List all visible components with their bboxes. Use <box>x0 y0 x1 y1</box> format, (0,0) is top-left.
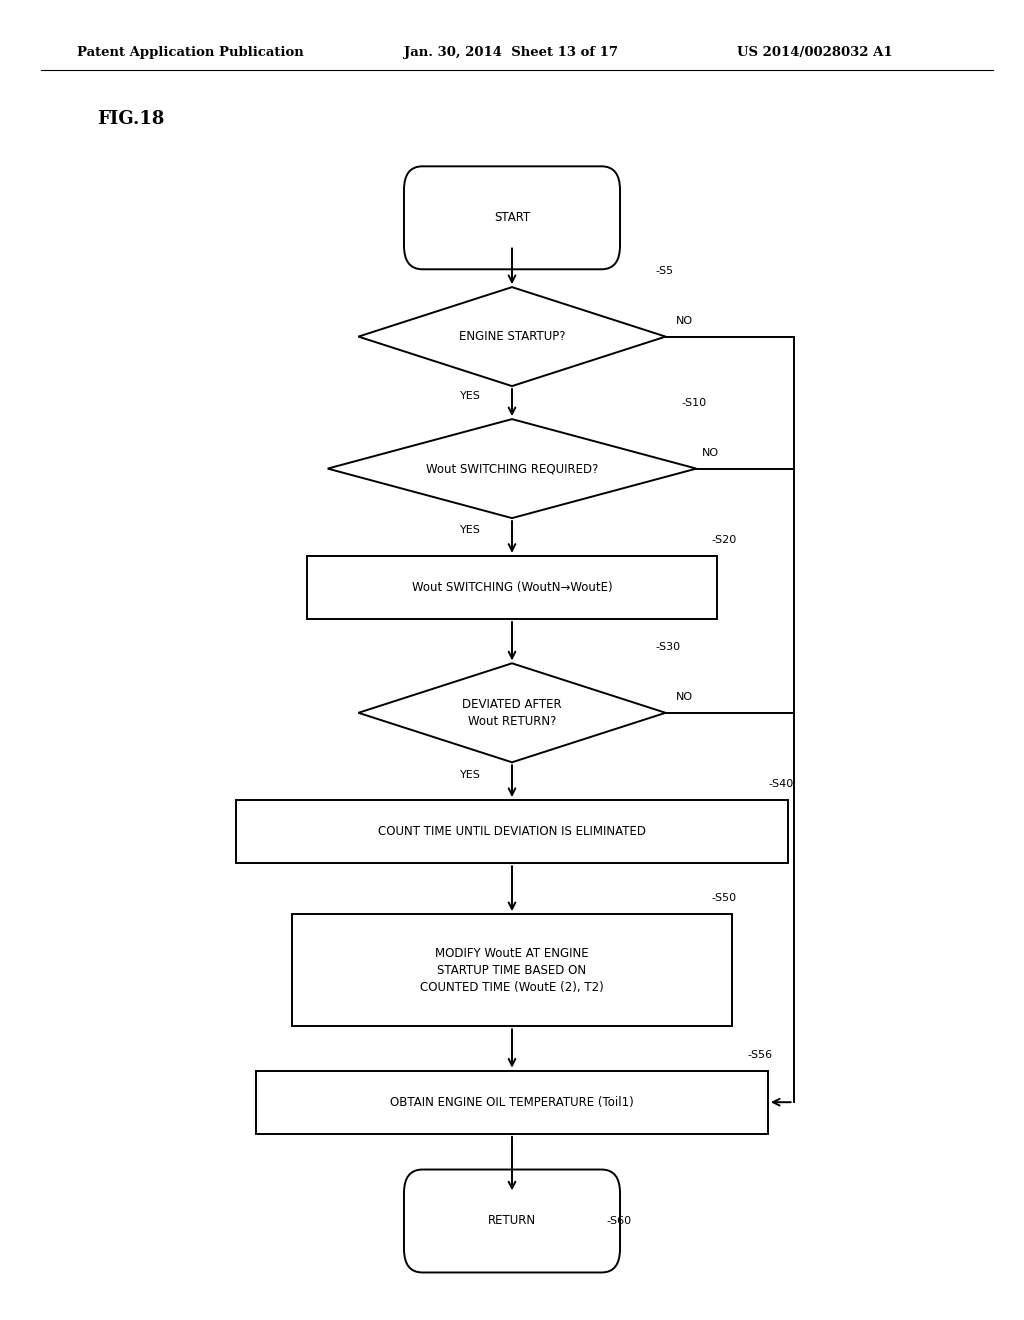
Text: YES: YES <box>461 770 481 780</box>
Text: YES: YES <box>461 525 481 536</box>
Text: -S60: -S60 <box>606 1216 632 1226</box>
Text: -S5: -S5 <box>655 267 674 276</box>
Text: OBTAIN ENGINE OIL TEMPERATURE (Toil1): OBTAIN ENGINE OIL TEMPERATURE (Toil1) <box>390 1096 634 1109</box>
Text: FIG.18: FIG.18 <box>97 110 165 128</box>
Polygon shape <box>358 663 666 762</box>
Text: Jan. 30, 2014  Sheet 13 of 17: Jan. 30, 2014 Sheet 13 of 17 <box>404 46 618 59</box>
Text: COUNT TIME UNTIL DEVIATION IS ELIMINATED: COUNT TIME UNTIL DEVIATION IS ELIMINATED <box>378 825 646 838</box>
FancyBboxPatch shape <box>403 166 620 269</box>
Text: -S10: -S10 <box>681 399 707 408</box>
Text: NO: NO <box>676 692 693 702</box>
Text: Wout SWITCHING REQUIRED?: Wout SWITCHING REQUIRED? <box>426 462 598 475</box>
Bar <box>307 556 717 619</box>
Text: NO: NO <box>701 447 719 458</box>
Text: -S56: -S56 <box>748 1049 773 1060</box>
Text: ENGINE STARTUP?: ENGINE STARTUP? <box>459 330 565 343</box>
Polygon shape <box>328 420 696 517</box>
Bar <box>292 913 732 1027</box>
Bar <box>256 1071 768 1134</box>
Text: Wout SWITCHING (WoutN→WoutE): Wout SWITCHING (WoutN→WoutE) <box>412 581 612 594</box>
Text: -S30: -S30 <box>655 643 681 652</box>
Text: US 2014/0028032 A1: US 2014/0028032 A1 <box>737 46 893 59</box>
Text: START: START <box>494 211 530 224</box>
Text: MODIFY WoutE AT ENGINE
STARTUP TIME BASED ON
COUNTED TIME (WoutE (2), T2): MODIFY WoutE AT ENGINE STARTUP TIME BASE… <box>420 946 604 994</box>
Text: Patent Application Publication: Patent Application Publication <box>77 46 303 59</box>
Text: -S20: -S20 <box>712 535 737 545</box>
Text: RETURN: RETURN <box>488 1214 536 1228</box>
Text: NO: NO <box>676 315 693 326</box>
Polygon shape <box>358 288 666 385</box>
Text: -S50: -S50 <box>712 894 737 903</box>
Text: YES: YES <box>461 391 481 401</box>
Text: -S40: -S40 <box>768 779 794 789</box>
FancyBboxPatch shape <box>403 1170 620 1272</box>
Text: DEVIATED AFTER
Wout RETURN?: DEVIATED AFTER Wout RETURN? <box>462 698 562 727</box>
Bar <box>236 800 788 863</box>
